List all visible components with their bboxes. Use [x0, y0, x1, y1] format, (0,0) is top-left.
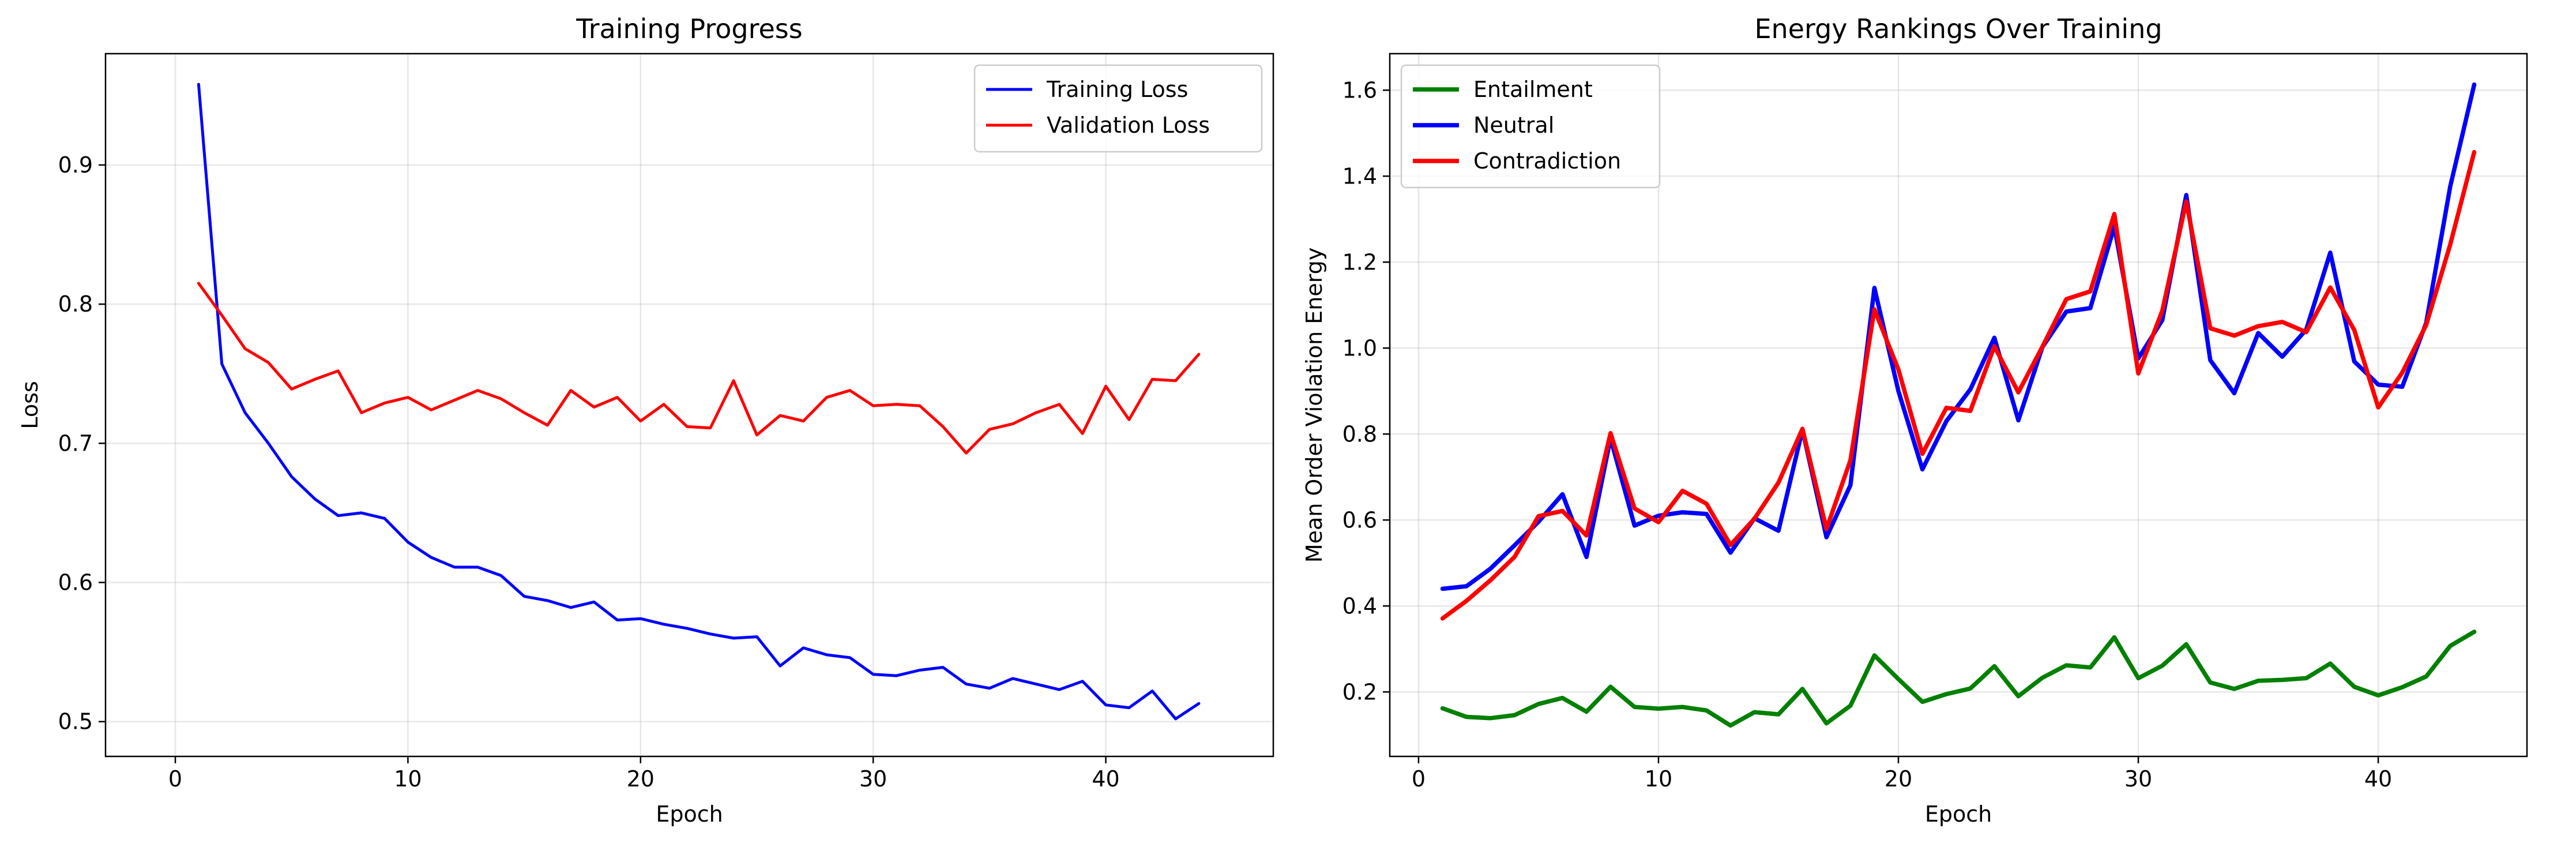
chart-title: Training Progress: [576, 13, 802, 44]
y-tick-label: 0.5: [58, 709, 93, 734]
y-tick-label: 1.2: [1342, 249, 1377, 275]
x-tick-label: 0: [168, 766, 182, 792]
legend-box: [973, 64, 1263, 153]
y-tick-label: 1.6: [1342, 77, 1377, 103]
x-tick-label: 30: [2124, 766, 2152, 792]
series-line-training-loss: [197, 83, 1201, 721]
x-tick-label: 10: [394, 766, 422, 792]
x-tick-label: 20: [1885, 766, 1912, 792]
grid: [106, 54, 1273, 756]
y-axis-label: Mean Order Violation Energy: [1302, 248, 1327, 563]
y-tick-label: 1.4: [1342, 163, 1377, 189]
plot-frame: [1389, 53, 2528, 758]
training-progress-chart: Training Progress Epoch Loss 0 10 20 30 40 0.…: [17, 13, 1274, 827]
legend-label: Entailment: [1473, 77, 1593, 102]
y-tick-label: 0.9: [58, 152, 93, 178]
legend-label: Training Loss: [1046, 77, 1188, 102]
x-tick-label: 0: [1412, 766, 1426, 792]
x-tick-label: 10: [1645, 766, 1672, 792]
series-line-contradiction: [1440, 149, 2477, 621]
x-tick-label: 30: [859, 766, 887, 792]
grid: [1390, 54, 2527, 756]
x-axis-label: Epoch: [656, 801, 723, 827]
y-tick-label: 0.8: [1342, 421, 1377, 447]
y-tick-label: 0.6: [1342, 507, 1377, 533]
legend: Training Loss Validation Loss: [973, 64, 1263, 153]
chart-title: Energy Rankings Over Training: [1754, 13, 2162, 44]
legend-box: [1400, 64, 1661, 189]
x-tick-label: 40: [2364, 766, 2392, 792]
y-tick-label: 0.8: [58, 291, 93, 317]
series-line-neutral: [1440, 82, 2477, 591]
legend-label: Validation Loss: [1047, 113, 1210, 138]
y-tick-label: 0.6: [58, 570, 93, 595]
y-tick-label: 0.7: [58, 430, 93, 456]
axis-ticks: 0 10 20 30 40 0.2 0.4 0.6 0.8 1.0 1.2 1.4 1.6: [1342, 77, 2393, 792]
plot-frame: [104, 53, 1274, 758]
x-tick-label: 40: [1092, 766, 1119, 792]
series-line-validation-loss: [197, 282, 1201, 455]
y-axis-label: Loss: [17, 381, 43, 429]
series-line-entailment: [1440, 629, 2477, 728]
series-lines: [1440, 82, 2477, 728]
series-lines: [197, 83, 1201, 721]
y-tick-label: 0.2: [1342, 679, 1377, 704]
legend-label: Contradiction: [1473, 148, 1621, 174]
legend-label: Neutral: [1473, 113, 1554, 138]
x-axis-label: Epoch: [1925, 801, 1992, 827]
axis-ticks: 0 10 20 30 40 0.5 0.6 0.7 0.8 0.9: [58, 152, 1120, 792]
legend: Entailment Neutral Contradiction: [1400, 64, 1661, 189]
y-tick-label: 1.0: [1342, 335, 1377, 361]
x-tick-label: 20: [627, 766, 655, 792]
y-tick-label: 0.4: [1342, 593, 1377, 619]
energy-rankings-chart: Energy Rankings Over Training Epoch Mean…: [1302, 13, 2528, 827]
